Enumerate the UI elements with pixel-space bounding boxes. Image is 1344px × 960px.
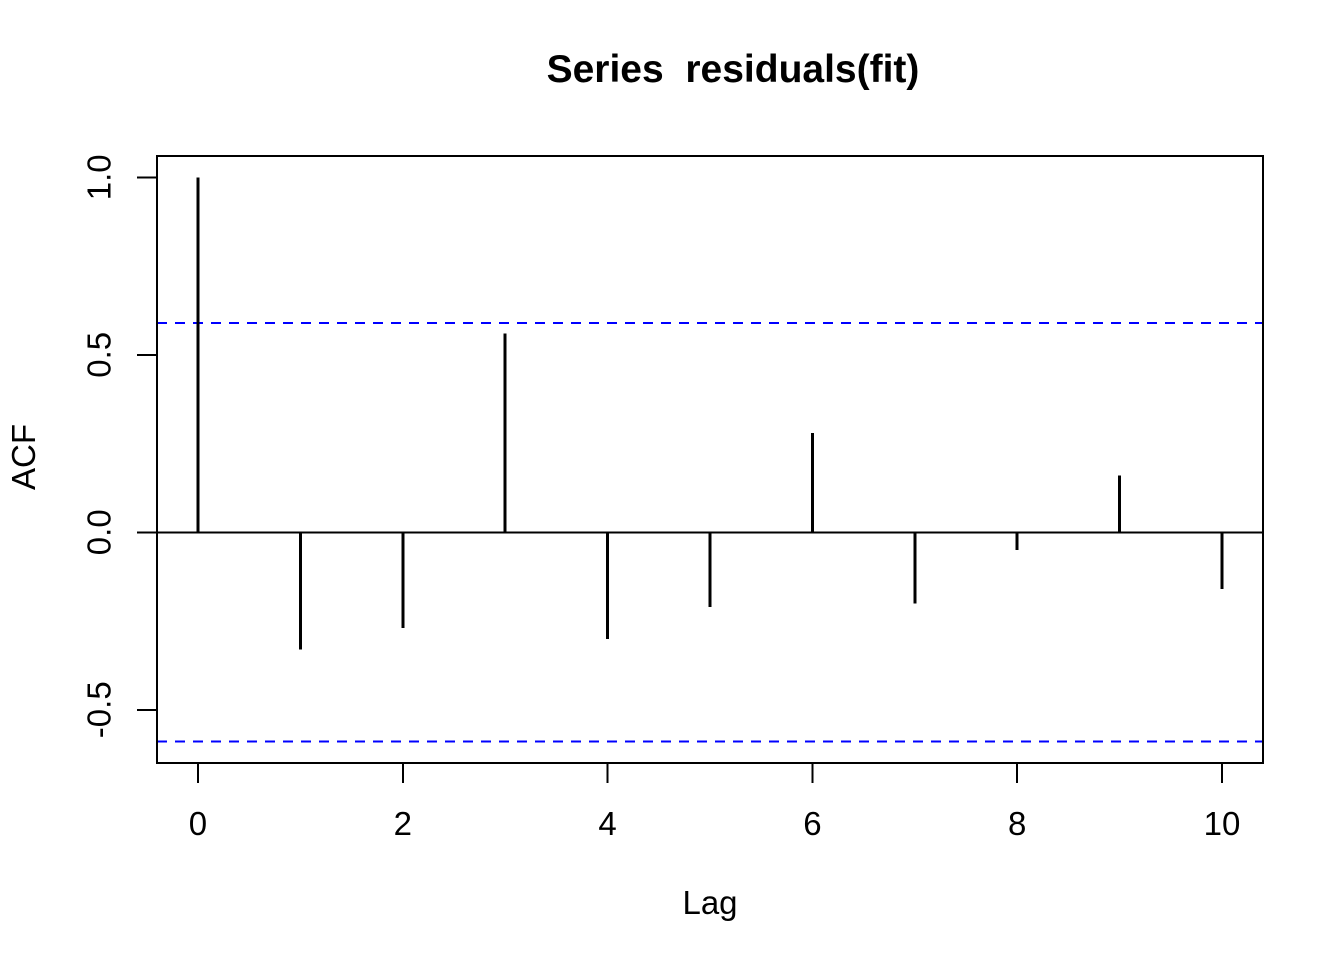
x-tick-label: 0 [189,805,207,842]
x-tick-label: 6 [803,805,821,842]
x-tick-label: 4 [598,805,616,842]
y-tick-label: 1.0 [81,154,118,200]
plot-frame [156,155,1264,764]
x-tick-label: 2 [394,805,412,842]
y-tick-label: 0.5 [81,332,118,378]
y-tick-label: 0.0 [81,509,118,555]
x-tick-label: 10 [1204,805,1241,842]
x-tick-label: 8 [1008,805,1026,842]
y-axis-title: ACF [5,424,42,490]
chart-title: Series residuals(fit) [546,48,920,91]
x-axis-title: Lag [682,884,738,921]
y-tick-label: -0.5 [81,681,118,738]
